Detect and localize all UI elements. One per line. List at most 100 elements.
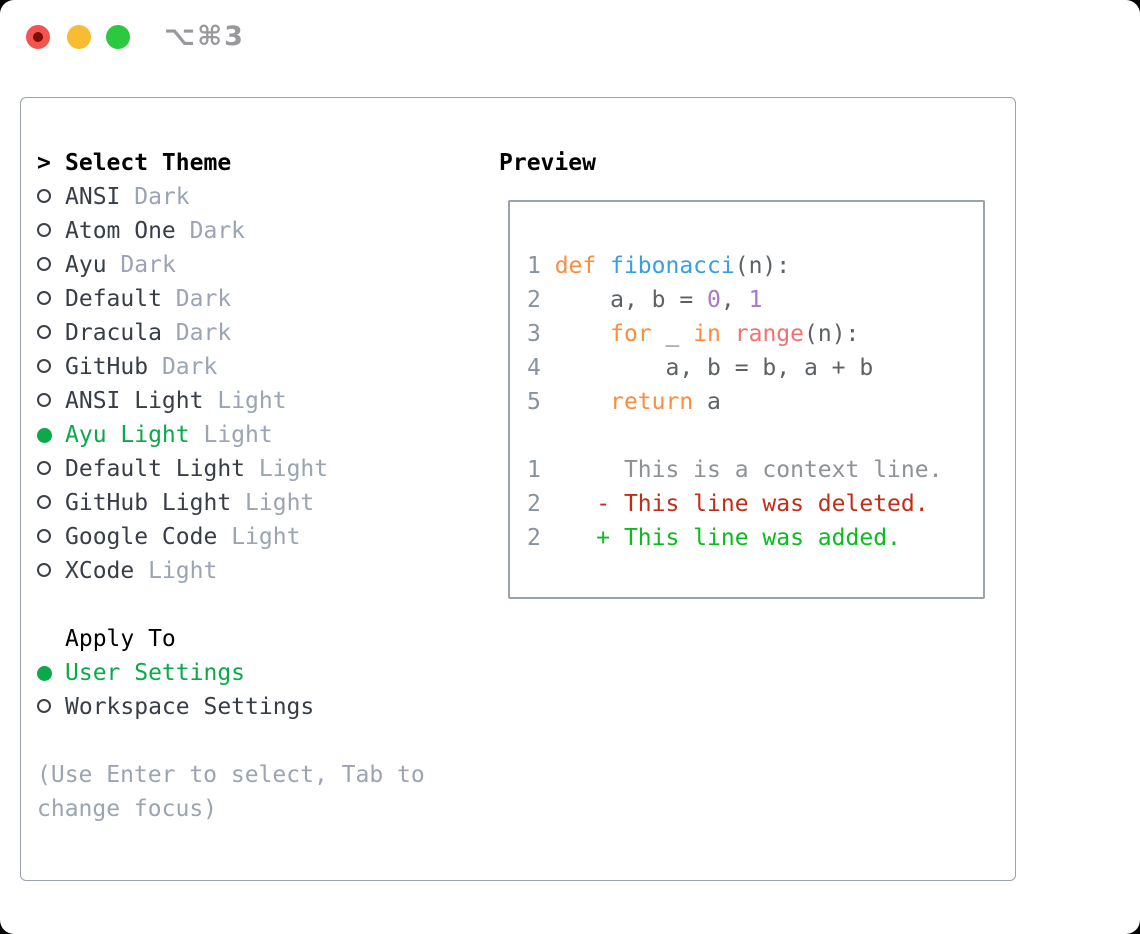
- theme-option-default[interactable]: Default Dark: [37, 282, 328, 316]
- code-segment: (n):: [734, 253, 791, 279]
- minimize-button[interactable]: [67, 25, 91, 49]
- apply-option-user-settings[interactable]: User Settings: [37, 656, 314, 690]
- code-segment: 1: [527, 457, 555, 483]
- theme-option-label: Default Light: [65, 456, 246, 482]
- empty-ring: [37, 291, 51, 305]
- theme-option-dracula[interactable]: Dracula Dark: [37, 316, 328, 350]
- radio-icon: [37, 554, 65, 588]
- code-segment: a: [693, 389, 721, 415]
- apply-option-workspace-settings[interactable]: Workspace Settings: [37, 690, 314, 724]
- preview-header: Preview: [499, 150, 596, 176]
- theme-list: ANSI Dark Atom One Dark Ayu Dark Default Da…: [37, 180, 328, 588]
- variant-tag: Light: [245, 490, 315, 516]
- code-segment: 2: [527, 525, 555, 551]
- filled-dot: [37, 428, 52, 443]
- code-segment: 1: [527, 253, 555, 279]
- theme-option-label: Dracula: [65, 320, 162, 346]
- theme-option-ayu-light[interactable]: Ayu Light Light: [37, 418, 328, 452]
- radio-icon: [37, 384, 65, 418]
- selected-radio-icon: [37, 656, 65, 690]
- variant-tag: Dark: [175, 320, 232, 346]
- code-segment: def: [554, 253, 611, 279]
- code-line: 2 a, b = 0, 1: [527, 283, 983, 317]
- code-segment: fibonacci: [610, 253, 735, 279]
- keyboard-hint: (Use Enter to select, Tab to change focu…: [37, 762, 425, 822]
- theme-option-label: XCode: [65, 558, 135, 584]
- apply-to-header: Apply To: [37, 622, 176, 656]
- empty-ring: [37, 393, 51, 407]
- empty-ring: [37, 223, 51, 237]
- theme-option-ansi-light[interactable]: ANSI Light Light: [37, 384, 328, 418]
- theme-option-label: ANSI Light: [65, 388, 204, 414]
- variant-tag: Dark: [189, 218, 246, 244]
- theme-option-label: Default: [65, 286, 162, 312]
- select-theme-header: > Select Theme: [37, 146, 231, 180]
- code-segment: (n):: [804, 321, 860, 347]
- code-segment: 3: [527, 321, 555, 347]
- close-dot-icon: [33, 32, 43, 42]
- theme-option-atom-one[interactable]: Atom One Dark: [37, 214, 328, 248]
- code-segment: [555, 389, 610, 415]
- theme-option-github-light[interactable]: GitHub Light Light: [37, 486, 328, 520]
- code-segment: [555, 321, 610, 347]
- code-segment: for: [610, 321, 652, 347]
- radio-icon: [37, 350, 65, 384]
- code-segment: [721, 321, 735, 347]
- window-title: ⌥⌘3: [164, 21, 245, 52]
- code-line: 2 - This line was deleted.: [527, 487, 983, 521]
- code-segment: 4: [527, 355, 555, 381]
- radio-icon: [37, 282, 65, 316]
- code-line: 1 This is a context line.: [527, 453, 983, 487]
- empty-ring: [37, 189, 51, 203]
- empty-ring: [37, 257, 51, 271]
- empty-ring: [37, 325, 51, 339]
- prompt-caret: >: [37, 150, 51, 176]
- empty-ring: [37, 495, 51, 509]
- empty-ring: [37, 461, 51, 475]
- theme-option-default-light[interactable]: Default Light Light: [37, 452, 328, 486]
- code-line: 5 return a: [527, 385, 983, 419]
- select-theme-label: Select Theme: [65, 150, 232, 176]
- theme-option-xcode[interactable]: XCode Light: [37, 554, 328, 588]
- close-button[interactable]: [26, 25, 50, 49]
- code-segment: in: [693, 321, 721, 347]
- code-line: 2 + This line was added.: [527, 521, 983, 555]
- filled-dot: [37, 666, 52, 681]
- apply-to-list: User Settings Workspace Settings: [37, 656, 314, 724]
- apply-option-label: User Settings: [65, 660, 246, 686]
- selected-radio-icon: [37, 418, 65, 452]
- code-segment: 5: [527, 389, 555, 415]
- code-line: 4 a, b = b, a + b: [527, 351, 983, 385]
- theme-option-ansi[interactable]: ANSI Dark: [37, 180, 328, 214]
- radio-icon: [37, 520, 65, 554]
- radio-icon: [37, 214, 65, 248]
- empty-ring: [37, 699, 51, 713]
- radio-icon: [37, 180, 65, 214]
- theme-option-github[interactable]: GitHub Dark: [37, 350, 328, 384]
- theme-option-label: GitHub Light: [65, 490, 232, 516]
- theme-option-label: Google Code: [65, 524, 218, 550]
- zoom-button[interactable]: [106, 25, 130, 49]
- code-segment: 2: [527, 491, 555, 517]
- code-line: 1 def fibonacci(n):: [527, 249, 983, 283]
- theme-option-google-code[interactable]: Google Code Light: [37, 520, 328, 554]
- radio-icon: [37, 316, 65, 350]
- variant-tag: Dark: [120, 252, 176, 278]
- theme-option-ayu[interactable]: Ayu Dark: [37, 248, 328, 282]
- empty-ring: [37, 563, 51, 577]
- theme-option-label: Atom One: [65, 218, 176, 244]
- code-line: 3 for _ in range(n):: [527, 317, 983, 351]
- code-segment: + This line was added.: [554, 525, 901, 551]
- empty-ring: [37, 529, 51, 543]
- main-panel: > Select Theme ANSI Dark Atom One Dark Ayu …: [20, 97, 1016, 881]
- radio-icon: [37, 690, 65, 724]
- theme-option-label: Ayu Light: [65, 422, 190, 448]
- apply-option-label: Workspace Settings: [65, 694, 315, 720]
- code-segment: This is a context line.: [554, 457, 943, 483]
- code-segment: a, b = b, a + b: [554, 355, 874, 381]
- radio-icon: [37, 248, 65, 282]
- radio-icon: [37, 452, 65, 486]
- variant-tag: Light: [231, 524, 301, 550]
